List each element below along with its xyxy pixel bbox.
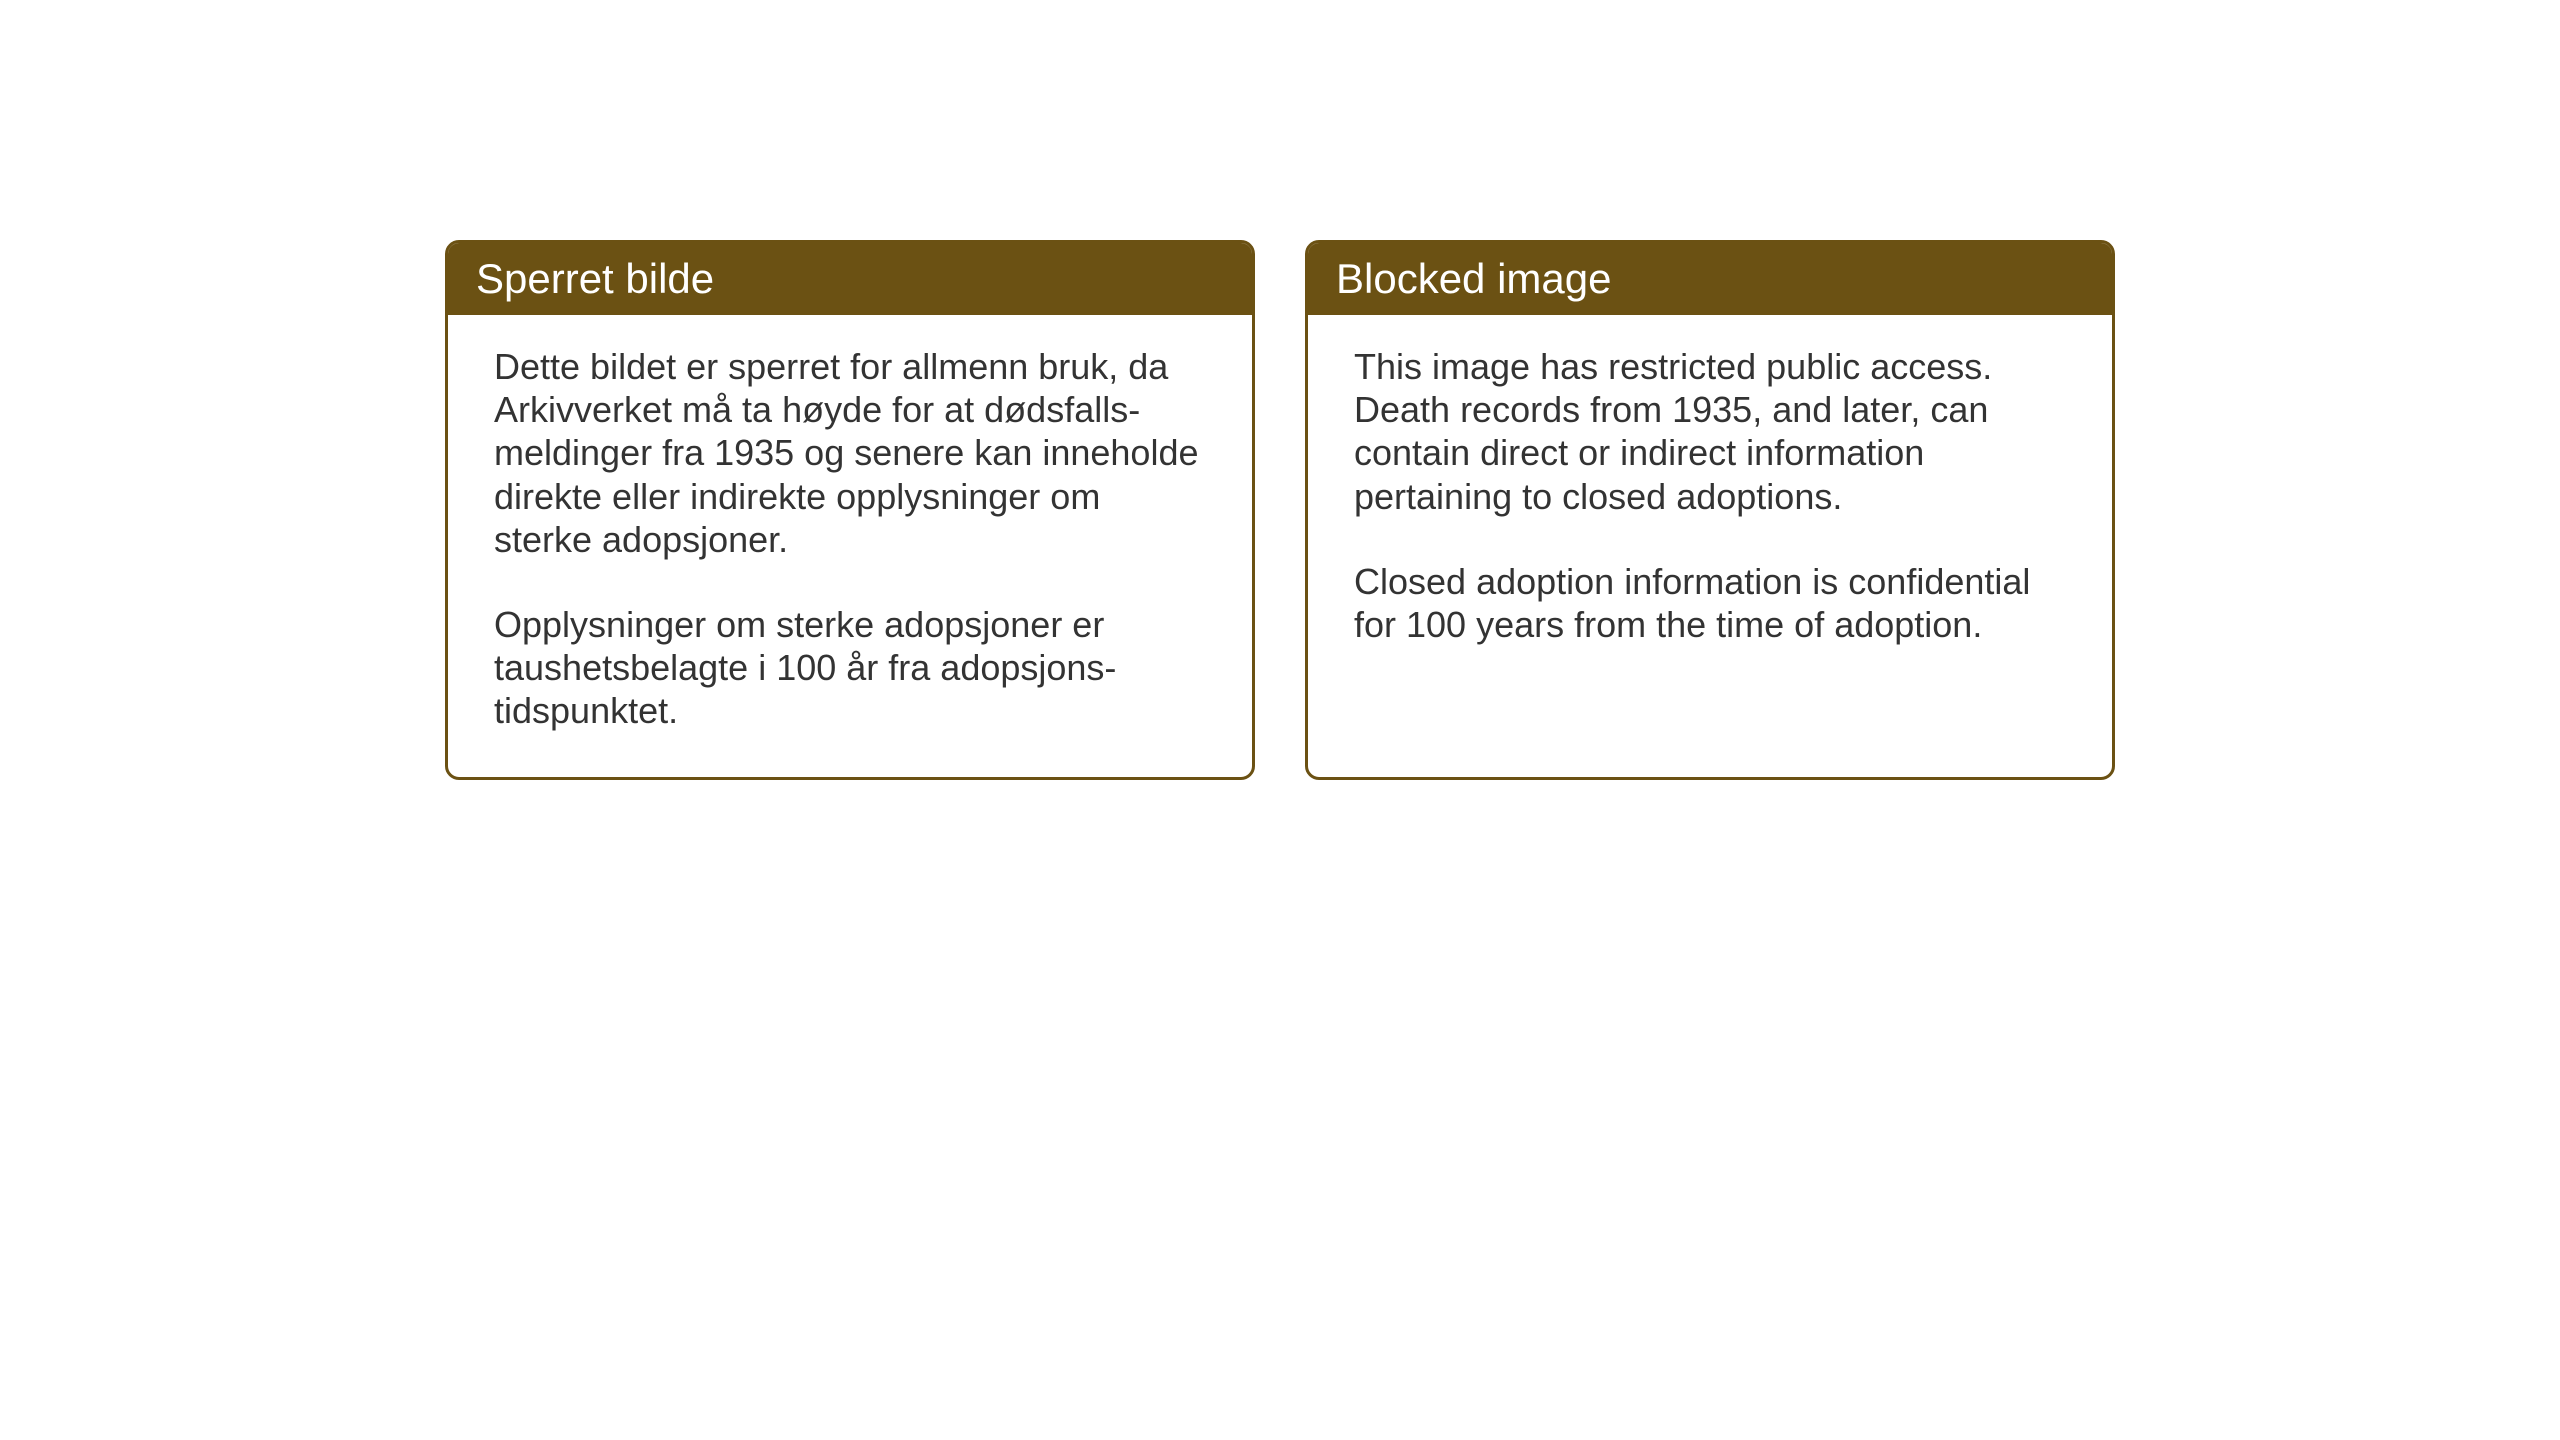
notice-container: Sperret bilde Dette bildet er sperret fo… — [445, 240, 2115, 780]
notice-box-norwegian: Sperret bilde Dette bildet er sperret fo… — [445, 240, 1255, 780]
notice-header-norwegian: Sperret bilde — [448, 243, 1252, 315]
notice-paragraph: Closed adoption information is confident… — [1354, 560, 2066, 646]
notice-body-english: This image has restricted public access.… — [1308, 315, 2112, 690]
notice-title: Blocked image — [1336, 255, 1611, 302]
notice-box-english: Blocked image This image has restricted … — [1305, 240, 2115, 780]
notice-paragraph: This image has restricted public access.… — [1354, 345, 2066, 518]
notice-body-norwegian: Dette bildet er sperret for allmenn bruk… — [448, 315, 1252, 777]
notice-paragraph: Opplysninger om sterke adopsjoner er tau… — [494, 603, 1206, 733]
notice-title: Sperret bilde — [476, 255, 714, 302]
notice-paragraph: Dette bildet er sperret for allmenn bruk… — [494, 345, 1206, 561]
notice-header-english: Blocked image — [1308, 243, 2112, 315]
